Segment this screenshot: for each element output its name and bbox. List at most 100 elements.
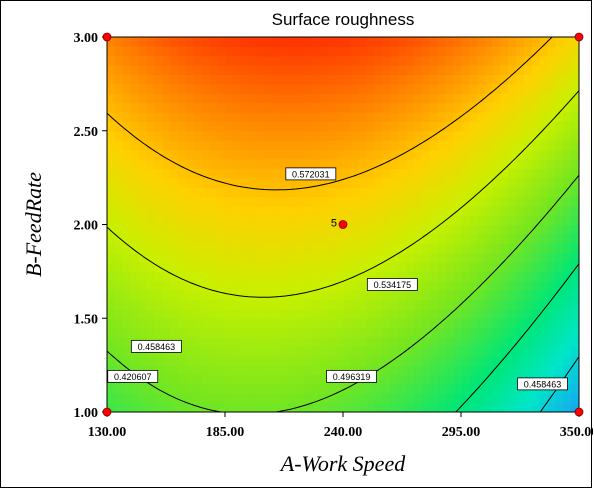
heatmap-cell — [225, 177, 234, 188]
heatmap-cell — [272, 177, 281, 188]
heatmap-cell — [177, 140, 187, 151]
heatmap-cell — [398, 168, 407, 179]
heatmap-cell — [248, 327, 258, 338]
heatmap-cell — [280, 46, 289, 57]
heatmap-cell — [248, 233, 258, 244]
heatmap-cell — [531, 280, 541, 291]
heatmap-cell — [154, 402, 163, 412]
heatmap-cell — [162, 177, 171, 188]
heatmap-cell — [445, 65, 454, 76]
heatmap-cell — [146, 393, 155, 404]
heatmap-cell — [531, 93, 541, 104]
heatmap-cell — [240, 177, 250, 188]
heatmap-cell — [523, 327, 533, 338]
heatmap-cell — [445, 74, 454, 85]
heatmap-cell — [516, 130, 525, 141]
heatmap-cell — [343, 355, 352, 366]
heatmap-cell — [571, 177, 579, 188]
heatmap-cell — [225, 346, 234, 357]
heatmap-cell — [240, 205, 250, 216]
heatmap-cell — [335, 187, 344, 197]
heatmap-cell — [256, 102, 265, 113]
heatmap-cell — [335, 205, 344, 216]
heatmap-cell — [445, 374, 454, 385]
heatmap-cell — [429, 83, 438, 94]
heatmap-cell — [555, 393, 564, 404]
heatmap-cell — [468, 262, 478, 272]
heatmap-cell — [303, 74, 313, 85]
heatmap-cell — [177, 187, 187, 197]
heatmap-cell — [429, 318, 438, 329]
heatmap-cell — [295, 233, 305, 244]
heatmap-cell — [287, 37, 297, 47]
heatmap-cell — [256, 74, 265, 85]
heatmap-cell — [162, 149, 171, 160]
heatmap-cell — [445, 102, 454, 113]
heatmap-cell — [303, 177, 313, 188]
heatmap-cell — [382, 355, 391, 366]
heatmap-cell — [138, 168, 147, 179]
heatmap-cell — [177, 355, 187, 366]
heatmap-cell — [523, 177, 533, 188]
heatmap-cell — [319, 187, 328, 197]
heatmap-cell — [327, 83, 336, 94]
heatmap-cell — [114, 271, 124, 282]
heatmap-cell — [413, 383, 423, 394]
heatmap-cell — [335, 327, 344, 338]
heatmap-cell — [468, 74, 478, 85]
heatmap-cell — [209, 383, 218, 394]
heatmap-cell — [508, 355, 517, 366]
heatmap-cell — [531, 402, 541, 412]
heatmap-cell — [437, 196, 446, 207]
heatmap-cell — [405, 243, 415, 254]
heatmap-cell — [272, 365, 281, 376]
heatmap-cell — [240, 383, 250, 394]
heatmap-cell — [311, 308, 320, 319]
heatmap-cell — [508, 149, 517, 160]
heatmap-cell — [547, 55, 556, 66]
heatmap-cell — [453, 196, 462, 207]
heatmap-cell — [335, 383, 344, 394]
heatmap-cell — [571, 74, 579, 85]
heatmap-cell — [154, 233, 163, 244]
heatmap-cell — [453, 112, 462, 122]
heatmap-cell — [571, 55, 579, 66]
heatmap-cell — [445, 37, 454, 47]
heatmap-cell — [539, 149, 549, 160]
heatmap-cell — [421, 252, 431, 263]
heatmap-cell — [468, 205, 478, 216]
heatmap-cell — [508, 402, 517, 412]
heatmap-cell — [437, 243, 446, 254]
heatmap-cell — [169, 37, 179, 47]
heatmap-cell — [248, 215, 258, 226]
heatmap-cell — [225, 140, 234, 151]
heatmap-cell — [225, 308, 234, 319]
heatmap-cell — [256, 327, 265, 338]
heatmap-cell — [461, 318, 470, 329]
heatmap-cell — [476, 187, 486, 197]
heatmap-cell — [311, 337, 320, 347]
heatmap-cell — [516, 299, 525, 310]
heatmap-cell — [563, 196, 572, 207]
contour-label-box — [517, 377, 568, 391]
heatmap-cell — [405, 130, 415, 141]
heatmap-cell — [461, 402, 470, 412]
heatmap-cell — [374, 205, 383, 216]
heatmap-cell — [154, 187, 163, 197]
heatmap-cell — [272, 327, 281, 338]
heatmap-cell — [390, 205, 399, 216]
heatmap-cell — [445, 112, 454, 122]
heatmap-cell — [335, 55, 344, 66]
heatmap-cell — [114, 393, 124, 404]
heatmap-cell — [445, 290, 454, 301]
heatmap-cell — [232, 383, 242, 394]
heatmap-cell — [445, 130, 454, 141]
heatmap-cell — [107, 383, 116, 394]
heatmap-cell — [122, 158, 132, 169]
heatmap-cell — [571, 37, 579, 47]
heatmap-cell — [358, 233, 368, 244]
heatmap-cell — [468, 327, 478, 338]
heatmap-cell — [343, 187, 352, 197]
heatmap-cell — [256, 55, 265, 66]
heatmap-cell — [523, 280, 533, 291]
